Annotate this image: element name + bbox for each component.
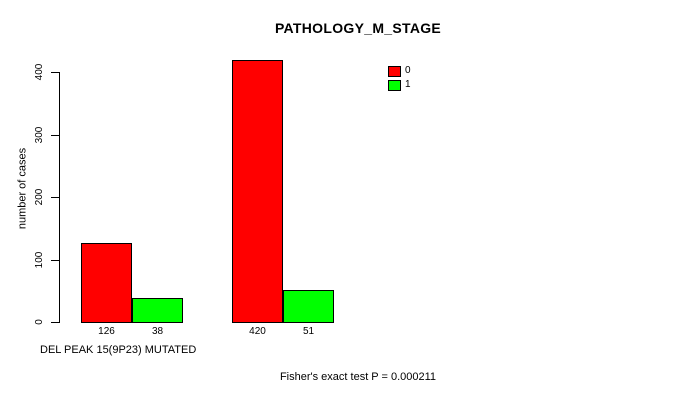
legend-swatch-1 — [388, 79, 401, 91]
y-tick — [51, 322, 59, 323]
y-tick-label: 0 — [34, 319, 45, 325]
chart-title: PATHOLOGY_M_STAGE — [274, 20, 442, 36]
bar-series-1-group-2 — [283, 290, 334, 323]
legend-label: 0 — [405, 65, 411, 76]
bar-value-label: 126 — [98, 326, 115, 337]
y-tick — [51, 259, 59, 261]
y-tick — [51, 197, 59, 198]
y-tick-label: 200 — [34, 188, 45, 206]
legend-row: 0 — [388, 64, 411, 78]
bar-series-0-group-1 — [81, 243, 132, 323]
y-axis-line — [59, 72, 60, 323]
y-axis-label: number of cases — [16, 147, 29, 230]
y-tick-label: 100 — [34, 251, 45, 268]
bar-value-label: 420 — [249, 326, 266, 337]
legend-label: 1 — [405, 79, 411, 90]
y-tick-label: 300 — [34, 126, 45, 143]
legend-swatch-0 — [388, 65, 401, 77]
y-tick — [51, 72, 59, 73]
y-tick — [51, 134, 59, 136]
fisher-test-annotation: Fisher's exact test P = 0.000211 — [279, 371, 437, 383]
bar-series-1-group-1 — [132, 298, 183, 323]
bar-series-0-group-2 — [232, 59, 283, 323]
x-axis-label: DEL PEAK 15(9P23) MUTATED — [40, 344, 197, 356]
y-tick-label: 400 — [34, 63, 45, 81]
bar-value-label: 51 — [302, 326, 315, 337]
bar-value-label: 38 — [151, 326, 164, 337]
legend-row: 1 — [388, 78, 411, 92]
